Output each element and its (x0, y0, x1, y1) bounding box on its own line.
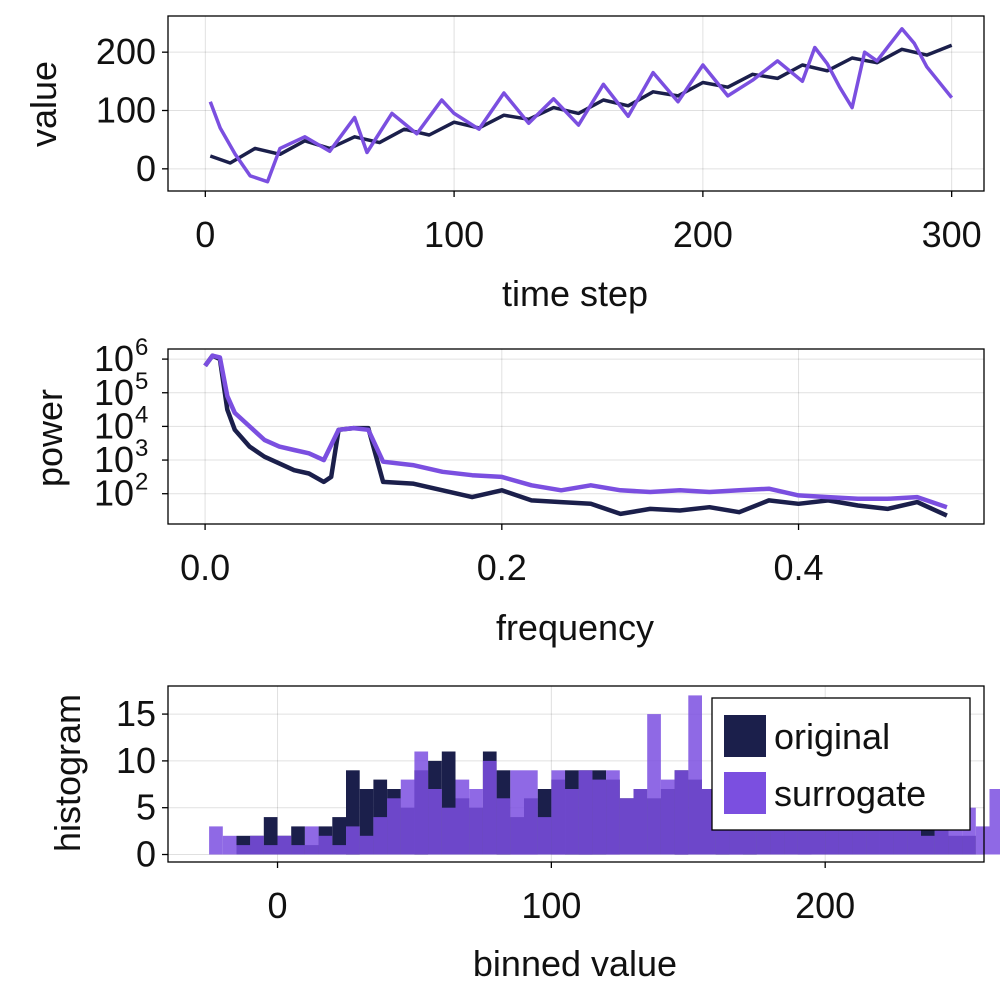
histogram-y-tick-label: 15 (116, 693, 156, 734)
series-line-original (203, 353, 948, 518)
power-spectrum-y-tick-label: 10 (94, 338, 134, 379)
histogram-bar-surrogate (551, 770, 566, 855)
histogram-bar-surrogate (647, 714, 661, 855)
histogram-frame (167, 685, 985, 863)
histogram-bar-surrogate (304, 826, 319, 855)
histogram-bar-surrogate (537, 817, 552, 855)
histogram-bar-surrogate (428, 789, 442, 855)
histogram-bar-surrogate (387, 798, 401, 855)
time-series-ylabel: value (23, 61, 64, 147)
histogram-bar-surrogate (469, 789, 483, 855)
histogram-xlabel: binned value (473, 943, 677, 984)
histogram-bar-surrogate (209, 826, 223, 855)
histogram-bar-surrogate (346, 826, 360, 855)
histogram-bar-surrogate (907, 826, 921, 855)
histogram-bar-surrogate (510, 770, 524, 855)
power-spectrum-frame (167, 348, 985, 525)
power-spectrum-x-tick-label: 0.2 (477, 547, 527, 588)
histogram-y-tick-label: 5 (136, 787, 156, 828)
histogram-bar-surrogate (524, 770, 538, 855)
histogram-bar-surrogate (688, 695, 702, 855)
time-series-x-tick-label: 100 (424, 214, 484, 255)
histogram-bar-surrogate (482, 760, 497, 855)
histogram-bar-surrogate (619, 798, 634, 855)
power-spectrum-y-tick-exponent: 6 (135, 334, 148, 361)
histogram-bar-surrogate (674, 770, 689, 855)
time-series-x-tick-label: 0 (195, 214, 215, 255)
power-spectrum-x-tick-label: 0.0 (180, 547, 230, 588)
histogram-y-tick-label: 0 (136, 834, 156, 875)
series-line-surrogate (203, 353, 948, 510)
time-series-panel: 0 100 200 300 0 100 200 time step value (23, 15, 985, 314)
histogram-panel: 0 100 200 0 5 10 15 binned value histogram ori… (47, 685, 1000, 984)
histogram-x-tick-label: 200 (795, 885, 855, 926)
power-spectrum-y-tick-exponent: 4 (135, 401, 148, 428)
histogram-bar-surrogate (660, 779, 675, 855)
power-spectrum-y-tick-exponent: 2 (135, 469, 148, 496)
histogram-x-tick-label: 100 (521, 885, 581, 926)
time-series-x-tick-label: 200 (673, 214, 733, 255)
histogram-bar-surrogate (400, 779, 415, 855)
series-line-surrogate (208, 27, 954, 184)
histogram-bar-surrogate (592, 779, 607, 855)
histogram-bar-surrogate (277, 835, 292, 855)
power-spectrum-y-tick-label: 10 (94, 473, 134, 514)
histogram-y-tick-label: 10 (116, 740, 156, 781)
power-spectrum-xlabel: frequency (496, 607, 654, 648)
legend-swatch-surrogate (724, 772, 766, 814)
histogram-bar-surrogate (414, 751, 429, 855)
time-series-y-tick-label: 0 (136, 148, 156, 189)
histogram-x-tick-label: 0 (268, 885, 288, 926)
legend-label-surrogate: surrogate (774, 773, 926, 814)
legend-swatch-original (724, 715, 766, 757)
histogram-bar-surrogate (236, 845, 251, 855)
time-series-xlabel: time step (502, 273, 648, 314)
time-series-x-tick-label: 300 (922, 214, 982, 255)
power-spectrum-ylabel: power (29, 389, 70, 487)
power-spectrum-y-tick-label: 10 (94, 405, 134, 446)
histogram-bar-surrogate (455, 779, 470, 855)
legend-label-original: original (774, 716, 890, 757)
histogram-bar-surrogate (975, 826, 990, 855)
histogram-bar-surrogate (318, 835, 333, 855)
time-series-frame (167, 15, 985, 192)
histogram-bar-surrogate (332, 845, 346, 855)
histogram-bar-surrogate (250, 835, 264, 855)
histogram-bar-surrogate (633, 789, 648, 855)
power-spectrum-y-tick-label: 10 (94, 372, 134, 413)
histogram-bar-surrogate (263, 845, 278, 855)
histogram-bar-surrogate (373, 817, 388, 855)
histogram-ylabel: histogram (47, 694, 88, 852)
histogram-bar-surrogate (565, 789, 579, 855)
histogram-bar-surrogate (578, 770, 593, 855)
power-spectrum-x-tick-label: 0.4 (774, 547, 824, 588)
time-series-y-tick-label: 100 (96, 90, 156, 131)
histogram-bar-surrogate (291, 845, 305, 855)
histogram-bar-surrogate (222, 835, 237, 855)
power-spectrum-y-tick-exponent: 5 (135, 368, 148, 395)
histogram-bar-surrogate (606, 770, 620, 855)
histogram-bar-surrogate (441, 807, 456, 855)
histogram-bar-surrogate (921, 835, 935, 855)
power-spectrum-y-tick-exponent: 3 (135, 435, 148, 462)
histogram-legend: original surrogate (711, 697, 971, 831)
power-spectrum-y-tick-label: 10 (94, 439, 134, 480)
histogram-bar-surrogate (989, 789, 1000, 855)
histogram-bar-surrogate (496, 798, 511, 855)
time-series-y-tick-label: 200 (96, 31, 156, 72)
histogram-bar-surrogate (359, 835, 374, 855)
